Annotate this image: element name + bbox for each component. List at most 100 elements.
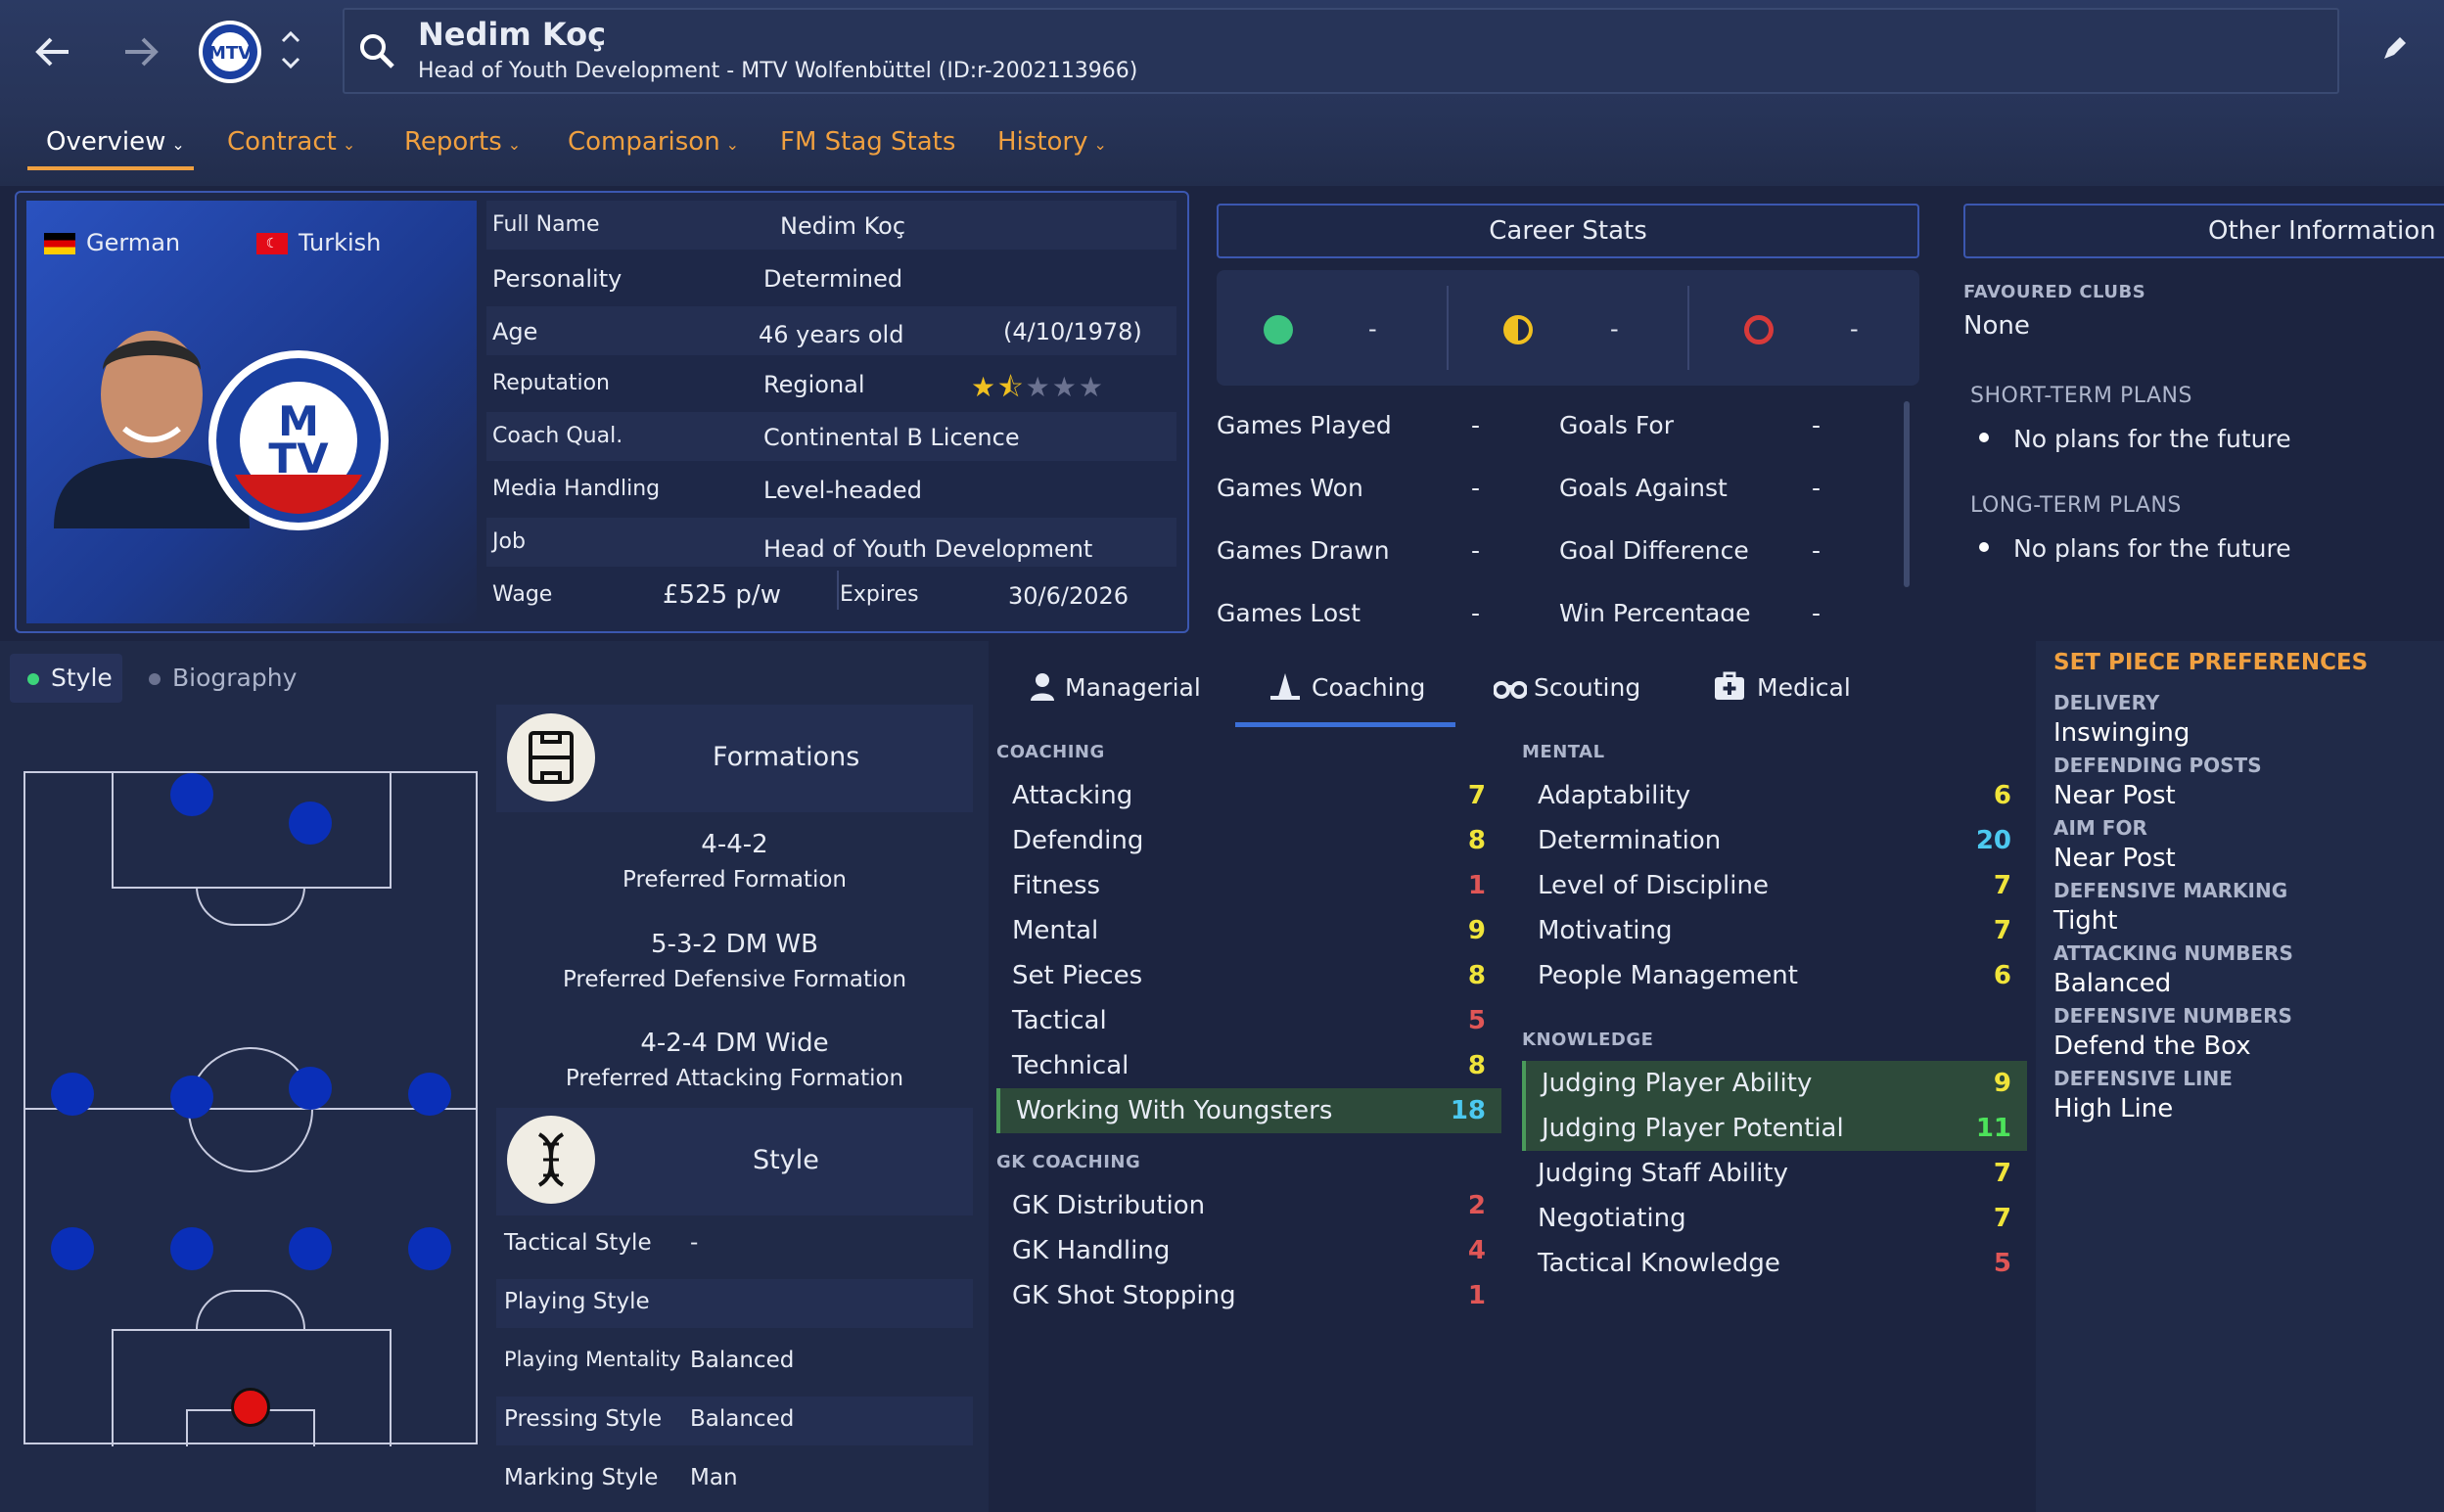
profile-row: Personality Determined [492, 265, 903, 293]
attribute-row[interactable]: Tactical Knowledge 5 [1522, 1241, 2027, 1286]
attribute-value: 20 [1975, 826, 2011, 855]
attribute-row[interactable]: Attacking 7 [996, 773, 1501, 818]
svg-text:M: M [278, 397, 319, 445]
tab-comparison[interactable]: Comparison ⌄ [568, 127, 740, 157]
attribute-row[interactable]: Defending 8 [996, 818, 1501, 863]
player-position[interactable] [408, 1227, 451, 1270]
player-position[interactable] [51, 1073, 94, 1116]
attribute-row[interactable]: Negotiating 7 [1522, 1196, 2027, 1241]
set-piece-value: Near Post [2053, 781, 2176, 810]
tab-history[interactable]: History ⌄ [997, 127, 1107, 157]
attribute-value: 6 [1993, 961, 2011, 990]
attribute-name: Tactical Knowledge [1538, 1249, 1780, 1278]
career-stats-table: Games Played - Goals For - Games Won - G… [1217, 411, 1821, 621]
attribute-row[interactable]: Working With Youngsters 18 [996, 1088, 1501, 1133]
attribute-row[interactable]: Fitness 1 [996, 863, 1501, 908]
profile-table: Full Name Nedim Koç Personality Determin… [486, 201, 1176, 623]
goalkeeper-position[interactable] [231, 1388, 270, 1427]
binoculars-icon [1493, 677, 1528, 705]
summary-value: - [1850, 315, 1859, 343]
attribute-name: GK Distribution [1012, 1191, 1206, 1220]
back-arrow-icon[interactable] [29, 27, 78, 84]
player-position[interactable] [170, 1227, 213, 1270]
profile-row: Reputation Regional ★⯪★★★ [486, 359, 1176, 408]
attribute-value: 5 [1993, 1249, 2011, 1278]
reputation-stars-icon: ★⯪★★★ [971, 371, 1105, 403]
attribute-row[interactable]: GK Handling 4 [996, 1228, 1501, 1273]
tab-fm-stag-stats[interactable]: FM Stag Stats [780, 127, 956, 157]
set-piece-value: Balanced [2053, 969, 2172, 998]
subtab-biography[interactable]: Biography [172, 664, 298, 692]
attribute-row[interactable]: Level of Discipline 7 [1522, 863, 2027, 908]
attribute-row[interactable]: Judging Staff Ability 7 [1522, 1151, 2027, 1196]
person-name: Nedim Koç [418, 16, 607, 53]
formation-value: 4-2-4 DM Wide [640, 1029, 829, 1058]
coaching-list: Attacking 7 Defending 8 Fitness 1 Mental 9 Set P… [996, 773, 1501, 1133]
nationality-german[interactable]: German [86, 229, 181, 256]
draw-dot-icon [1503, 315, 1533, 344]
attribute-row[interactable]: Mental 9 [996, 908, 1501, 953]
attribute-row[interactable]: Motivating 7 [1522, 908, 2027, 953]
attribute-value: 7 [1993, 871, 2011, 900]
attribute-name: Set Pieces [1012, 961, 1143, 990]
chevron-up-down-icon[interactable] [276, 25, 305, 80]
attr-tab-scouting[interactable]: Scouting [1534, 673, 1641, 702]
subtab-style[interactable]: Style [51, 664, 113, 692]
attribute-row[interactable]: Technical 8 [996, 1043, 1501, 1088]
attribute-row[interactable]: GK Distribution 2 [996, 1183, 1501, 1228]
set-piece-value: High Line [2053, 1094, 2174, 1123]
attribute-value: 1 [1467, 1281, 1486, 1310]
player-position[interactable] [289, 1067, 332, 1110]
formation-label: Preferred Formation [623, 867, 847, 893]
bullet-icon [1979, 542, 1989, 552]
player-position[interactable] [51, 1227, 94, 1270]
player-position[interactable] [170, 773, 213, 816]
pitch [23, 771, 478, 1446]
gk-coaching-section-label: GK COACHING [996, 1152, 1141, 1172]
tab-reports[interactable]: Reports ⌄ [404, 127, 522, 157]
club-crest-icon[interactable]: MTV [196, 18, 264, 92]
attribute-row[interactable]: Set Pieces 8 [996, 953, 1501, 998]
attribute-row[interactable]: Adaptability 6 [1522, 773, 2027, 818]
attr-tab-coaching[interactable]: Coaching [1312, 673, 1426, 702]
bullet-icon [1979, 433, 1989, 442]
attribute-row[interactable]: GK Shot Stopping 1 [996, 1273, 1501, 1318]
search-icon[interactable] [357, 31, 396, 76]
dna-icon [507, 1116, 595, 1204]
profile-row: Media Handling Level-headed [492, 477, 922, 504]
formation-label: Preferred Defensive Formation [562, 967, 907, 992]
player-position[interactable] [408, 1073, 451, 1116]
set-piece-label: ATTACKING NUMBERS [2053, 941, 2293, 965]
summary-value: - [1368, 315, 1377, 343]
player-position[interactable] [289, 1227, 332, 1270]
formation-value: 4-4-2 [701, 830, 768, 859]
attribute-value: 6 [1993, 781, 2011, 810]
profile-row: Coach Qual. Continental B Licence [486, 412, 1176, 461]
player-position[interactable] [170, 1076, 213, 1119]
short-term-plans-value: No plans for the future [2013, 425, 2291, 453]
attr-tab-medical[interactable]: Medical [1757, 673, 1851, 702]
set-piece-list: DELIVERY Inswinging DEFENDING POSTS Near Po… [2053, 691, 2435, 1123]
svg-text:MTV: MTV [208, 43, 252, 64]
profile-row: Full Name Nedim Koç [486, 201, 1176, 250]
attribute-row[interactable]: People Management 6 [1522, 953, 2027, 998]
edit-pencil-icon[interactable] [2380, 33, 2410, 69]
attribute-value: 9 [1993, 1069, 2011, 1098]
tab-contract[interactable]: Contract ⌄ [227, 127, 356, 157]
nationality-turkish[interactable]: Turkish [299, 229, 382, 256]
attribute-row[interactable]: Judging Player Ability 9 [1522, 1061, 2027, 1106]
attribute-row[interactable]: Tactical 5 [996, 998, 1501, 1043]
attribute-row[interactable]: Judging Player Potential 11 [1522, 1106, 2027, 1151]
style-row: Marking Style Man [504, 1465, 738, 1490]
player-position[interactable] [289, 802, 332, 845]
tab-overview[interactable]: Overview ⌄ [46, 127, 185, 157]
forward-arrow-icon[interactable] [115, 27, 164, 84]
style-row: Pressing Style Balanced [496, 1397, 973, 1445]
attribute-name: GK Shot Stopping [1012, 1281, 1236, 1310]
career-stats-header[interactable]: Career Stats [1217, 204, 1919, 258]
attribute-name: GK Handling [1012, 1236, 1171, 1265]
other-info-header[interactable]: Other Information [1963, 204, 2444, 258]
career-scrollbar[interactable] [1904, 401, 1910, 587]
attr-tab-managerial[interactable]: Managerial [1065, 673, 1201, 702]
attribute-row[interactable]: Determination 20 [1522, 818, 2027, 863]
